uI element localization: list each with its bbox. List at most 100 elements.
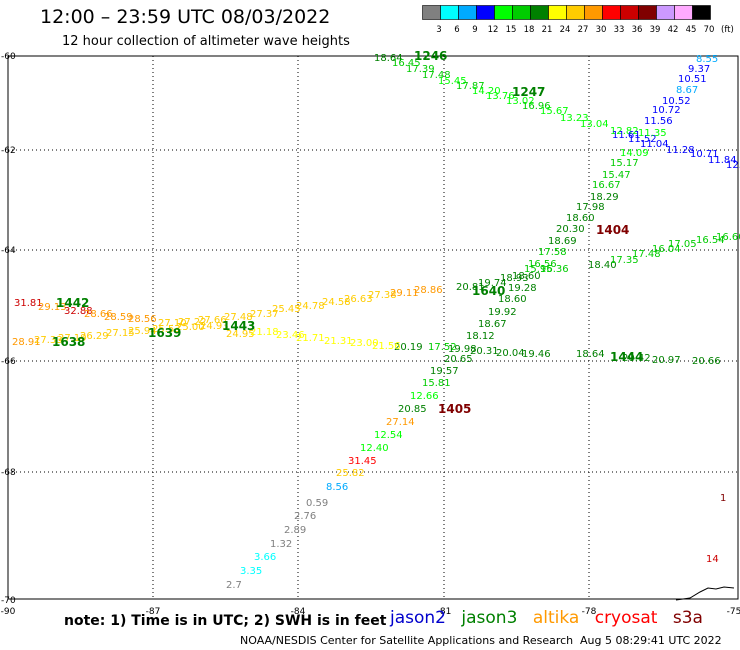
- wave-height-label: 0.59: [306, 498, 328, 509]
- wave-height-label: 31.45: [348, 456, 377, 467]
- colorbar-tick: 15: [506, 25, 517, 35]
- colorbar-unit: (ft): [721, 25, 734, 35]
- wave-height-label: 18.93: [500, 273, 529, 284]
- wave-height-label: 24.93: [200, 321, 229, 332]
- wave-height-label: 18.64: [374, 53, 403, 64]
- wave-height-label: 14: [706, 554, 719, 565]
- wave-height-label: 28.86: [414, 285, 443, 296]
- wave-height-label: 18.12: [466, 331, 495, 342]
- wave-height-label: 13.02: [506, 96, 535, 107]
- footer-date: Aug 5 08:29:41 UTC 2022: [580, 634, 722, 647]
- wave-height-label: 16.60: [716, 232, 740, 243]
- wave-height-label: 20.04: [496, 348, 525, 359]
- wave-height-label: 11.04: [640, 139, 669, 150]
- wave-height-label: 17.52: [428, 342, 457, 353]
- lat-label: -64: [1, 246, 16, 256]
- legend-jason3: jason3: [461, 608, 518, 628]
- lon-label: -90: [1, 607, 16, 617]
- wave-height-label: 12.66: [410, 391, 439, 402]
- pass-time-label: 1639: [148, 326, 181, 340]
- wave-height-label: 17.39: [406, 64, 435, 75]
- wave-height-label: 17.87: [456, 81, 485, 92]
- wave-height-label: 25.53: [152, 324, 181, 335]
- legend-jason2: jason2: [390, 608, 446, 628]
- wave-height-label: 27.22: [178, 317, 207, 328]
- colorbar-cell: [692, 5, 711, 20]
- wave-height-label: 18.64: [576, 349, 605, 360]
- wave-height-label: 15.95: [524, 264, 553, 275]
- map-subtitle: 12 hour collection of altimeter wave hei…: [62, 34, 350, 49]
- pass-time-label: 1443: [222, 319, 255, 333]
- wave-height-label: 23.46: [276, 330, 305, 341]
- wave-height-label: 18.60: [512, 271, 541, 282]
- wave-height-label: 17.48: [632, 249, 661, 260]
- colorbar-tick: 36: [632, 25, 643, 35]
- colorbar-tick: 70: [704, 25, 715, 35]
- wave-height-label: 19.98: [448, 344, 477, 355]
- colorbar-tick: 27: [578, 25, 589, 35]
- wave-height-label: 21.31: [324, 336, 353, 347]
- wave-height-label: 16.56: [528, 259, 557, 270]
- wave-height-label: 18.60: [566, 213, 595, 224]
- wave-height-label: 16.54: [696, 235, 725, 246]
- colorbar-tick: 24: [560, 25, 571, 35]
- pass-time-label: 1640: [472, 284, 505, 298]
- wave-height-label: 18.67: [478, 319, 507, 330]
- footer-credit: NOAA/NESDIS Center for Satellite Applica…: [240, 634, 574, 647]
- wave-height-label: 11.56: [644, 116, 673, 127]
- wave-height-label: 20.66: [692, 356, 721, 367]
- wave-height-label: 8.55: [696, 54, 718, 65]
- colorbar-tick: 30: [596, 25, 607, 35]
- wave-height-label: 10.52: [662, 96, 691, 107]
- pass-time-label: 1638: [52, 335, 85, 349]
- wave-height-label: 20.85: [398, 404, 427, 415]
- wave-height-label: 10.71: [690, 149, 719, 160]
- wave-height-label: 2.89: [284, 525, 306, 536]
- lon-label: -84: [291, 607, 306, 617]
- wave-height-label: 12.54: [374, 430, 403, 441]
- colorbar-tick: 39: [650, 25, 661, 35]
- colorbar-legend: 3 6 9 12 15 18 21 24 27 30 33 36 39 42 45 70 (ft): [422, 5, 734, 35]
- wave-height-label: 28.56: [128, 314, 157, 325]
- wave-height-label: 25.82: [336, 468, 365, 479]
- lat-label: -70: [1, 596, 16, 606]
- wave-height-label: 15.81: [422, 378, 451, 389]
- colorbar-tick: 6: [454, 25, 459, 35]
- wave-height-label: 21.18: [250, 327, 279, 338]
- wave-height-label: 25.45: [272, 304, 301, 315]
- wave-height-label: 17.48: [422, 70, 451, 81]
- wave-height-label: 14.09: [620, 148, 649, 159]
- wave-height-label: 15.45: [438, 76, 467, 87]
- wave-height-label: 20.81: [456, 282, 485, 293]
- wave-height-label: 15.47: [602, 170, 631, 181]
- colorbar-tick: 21: [542, 25, 553, 35]
- wave-height-label: 17.58: [538, 247, 567, 258]
- wave-height-label: 11.28: [666, 145, 695, 156]
- colorbar-tick: 12: [488, 25, 499, 35]
- lat-label: -60: [1, 52, 16, 62]
- wave-height-label: 25.00: [176, 322, 205, 333]
- wave-height-label: 26.63: [344, 294, 373, 305]
- wave-height-label: 20.97: [652, 355, 681, 366]
- lat-label: -66: [1, 357, 16, 367]
- wave-height-label: 19.46: [522, 349, 551, 360]
- wave-height-label: 19.74: [478, 278, 507, 289]
- wave-height-label: 24.78: [296, 301, 325, 312]
- wave-height-label: 27.19: [58, 333, 87, 344]
- wave-height-label: 11.35: [638, 128, 667, 139]
- lon-label: -75: [727, 607, 740, 617]
- wave-height-label: 13.04: [580, 119, 609, 130]
- wave-height-label: 19.57: [430, 366, 459, 377]
- wave-height-label: 12.82: [610, 126, 639, 137]
- wave-height-label: 27.66: [198, 315, 227, 326]
- pass-time-label: 1444: [610, 350, 643, 364]
- wave-height-label: 27.48: [224, 312, 253, 323]
- lat-label: -62: [1, 146, 16, 156]
- pass-time-label: 1405: [438, 402, 471, 416]
- wave-height-label: 10.72: [652, 105, 681, 116]
- pass-time-label: 1404: [596, 223, 629, 237]
- pass-time-label: 1246: [414, 49, 447, 63]
- wave-height-label: 13.76: [486, 91, 515, 102]
- wave-height-label: 27.10: [158, 318, 187, 329]
